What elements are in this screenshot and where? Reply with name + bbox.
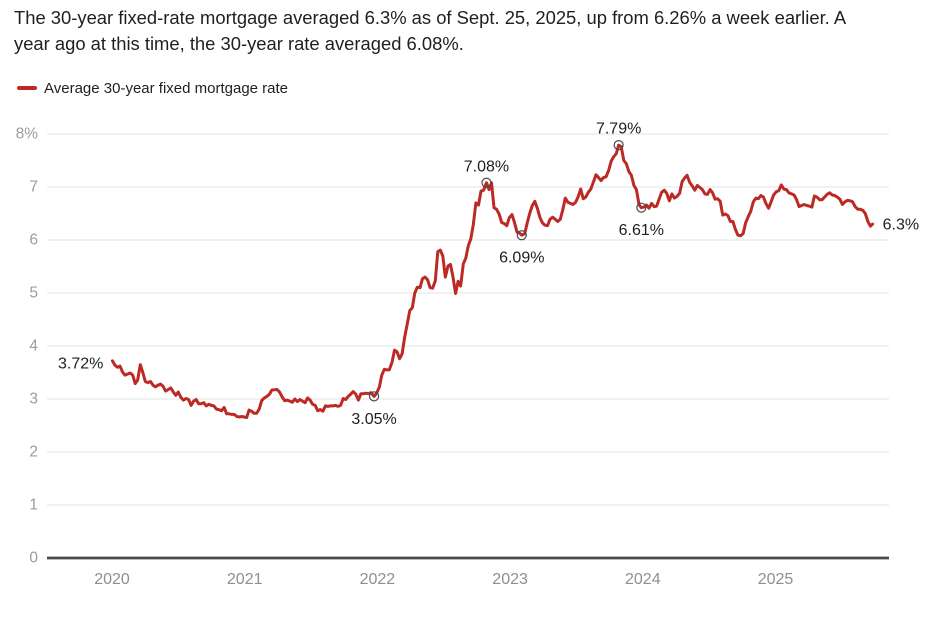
legend: Average 30-year fixed mortgage rate: [17, 79, 288, 97]
annotation-marker: [613, 140, 624, 151]
legend-label: Average 30-year fixed mortgage rate: [44, 79, 289, 97]
x-axis-label: 2022: [360, 571, 396, 588]
annotation-label: 6.3%: [883, 217, 919, 234]
y-axis-label: 5: [29, 285, 38, 302]
y-axis-label: 7: [29, 179, 38, 196]
y-axis-label: 0: [29, 550, 38, 567]
x-axis-label: 2020: [94, 571, 130, 588]
annotation-label: 3.05%: [351, 411, 396, 428]
y-axis-label: 8%: [16, 126, 39, 143]
annotation-marker: [636, 202, 647, 213]
y-axis-label: 6: [29, 232, 38, 249]
x-axis-label: 2021: [227, 571, 263, 588]
annotation-marker: [368, 391, 380, 402]
y-axis-label: 2: [29, 444, 38, 461]
annotation-label: 6.61%: [619, 222, 664, 239]
annotation-label: 6.09%: [499, 250, 544, 267]
annotation-label: 3.72%: [58, 355, 103, 372]
y-axis-label: 1: [29, 497, 38, 514]
y-axis-label: 3: [29, 391, 38, 408]
annotation-label: 7.08%: [464, 158, 509, 175]
y-axis-label: 4: [29, 338, 38, 355]
annotation-marker: [516, 230, 527, 241]
chart-description: The 30-year fixed-rate mortgage averaged…: [14, 7, 846, 54]
annotation-marker: [481, 177, 492, 188]
legend-line-swatch: [17, 86, 37, 90]
rate-line: [110, 143, 875, 420]
x-axis-label: 2024: [625, 571, 661, 588]
x-axis-label: 2023: [492, 571, 528, 588]
annotation-label: 7.79%: [596, 121, 641, 138]
x-axis-label: 2025: [758, 571, 794, 588]
